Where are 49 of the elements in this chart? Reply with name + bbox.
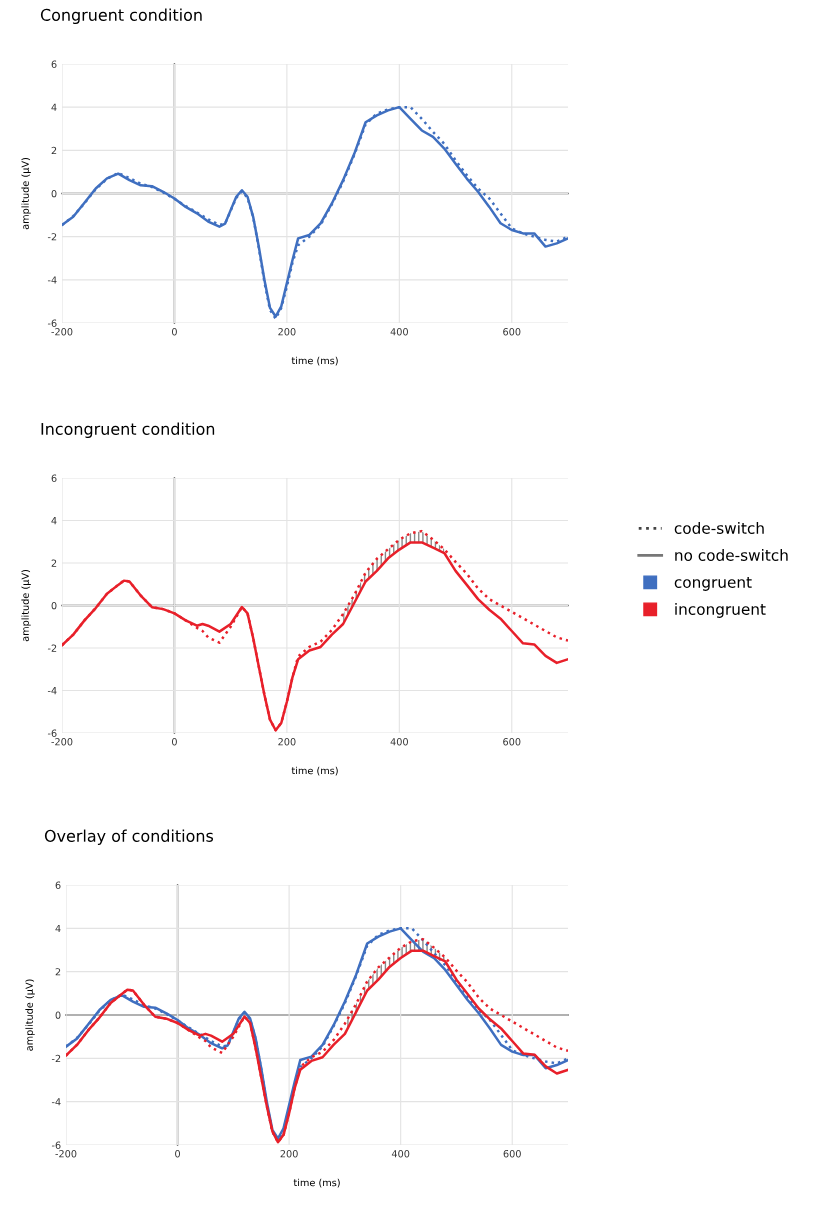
x-axis-title: time (ms) bbox=[291, 766, 338, 776]
y-tick-label: 6 bbox=[51, 60, 57, 68]
x-axis-title: time (ms) bbox=[293, 1178, 340, 1188]
y-tick-label: 0 bbox=[51, 601, 57, 610]
y-axis-title: amplitude (µV) bbox=[21, 158, 31, 230]
y-tick-label: -6 bbox=[47, 729, 57, 737]
y-tick-label: 2 bbox=[55, 968, 61, 976]
y-tick-label: 6 bbox=[51, 474, 57, 482]
y-tick-label: -6 bbox=[51, 1141, 61, 1149]
y-tick-label: -2 bbox=[47, 233, 57, 241]
x-tick-label: 0 bbox=[171, 328, 177, 336]
x-tick-label: 600 bbox=[503, 1150, 521, 1158]
y-tick-label: 4 bbox=[51, 103, 57, 111]
chart-title: Overlay of conditions bbox=[44, 829, 214, 845]
y-tick-label: 2 bbox=[51, 146, 57, 155]
y-axis-title: amplitude (µV) bbox=[25, 979, 35, 1051]
legend-label: code-switch bbox=[674, 522, 764, 534]
x-tick-label: 200 bbox=[278, 738, 296, 746]
legend-label: incongruent bbox=[675, 603, 766, 618]
x-tick-label: -200 bbox=[55, 1150, 77, 1158]
x-tick-label: 200 bbox=[278, 328, 296, 336]
x-tick-label: 400 bbox=[391, 1150, 410, 1158]
y-tick-label: -2 bbox=[51, 1054, 61, 1063]
y-tick-label: 4 bbox=[51, 517, 57, 525]
legend-label: congruent bbox=[674, 576, 752, 591]
x-tick-label: -200 bbox=[51, 738, 73, 746]
y-tick-label: -4 bbox=[47, 687, 57, 695]
y-tick-label: 0 bbox=[51, 189, 57, 198]
y-tick-label: -4 bbox=[47, 276, 57, 284]
x-tick-label: 0 bbox=[175, 1150, 180, 1158]
y-tick-label: -4 bbox=[51, 1098, 61, 1106]
chart-title: Congruent condition bbox=[40, 8, 202, 24]
x-axis-title: time (ms) bbox=[291, 356, 338, 366]
x-tick-label: 400 bbox=[390, 328, 408, 336]
x-tick-label: -200 bbox=[51, 328, 73, 336]
legend-label: no code-switch bbox=[675, 549, 788, 561]
chart-title: Incongruent condition bbox=[41, 422, 215, 438]
x-tick-label: 400 bbox=[390, 738, 408, 746]
y-tick-label: 6 bbox=[55, 881, 61, 889]
y-tick-label: 2 bbox=[51, 559, 57, 567]
y-tick-label: -2 bbox=[47, 644, 57, 652]
y-tick-label: 0 bbox=[55, 1011, 61, 1019]
x-tick-label: 200 bbox=[280, 1150, 298, 1158]
y-tick-label: -6 bbox=[47, 319, 57, 327]
x-tick-label: 0 bbox=[171, 738, 177, 746]
y-tick-label: 4 bbox=[55, 924, 61, 933]
y-axis-title: amplitude (µV) bbox=[21, 570, 31, 642]
x-tick-label: 600 bbox=[503, 328, 521, 336]
x-tick-label: 600 bbox=[503, 738, 521, 746]
